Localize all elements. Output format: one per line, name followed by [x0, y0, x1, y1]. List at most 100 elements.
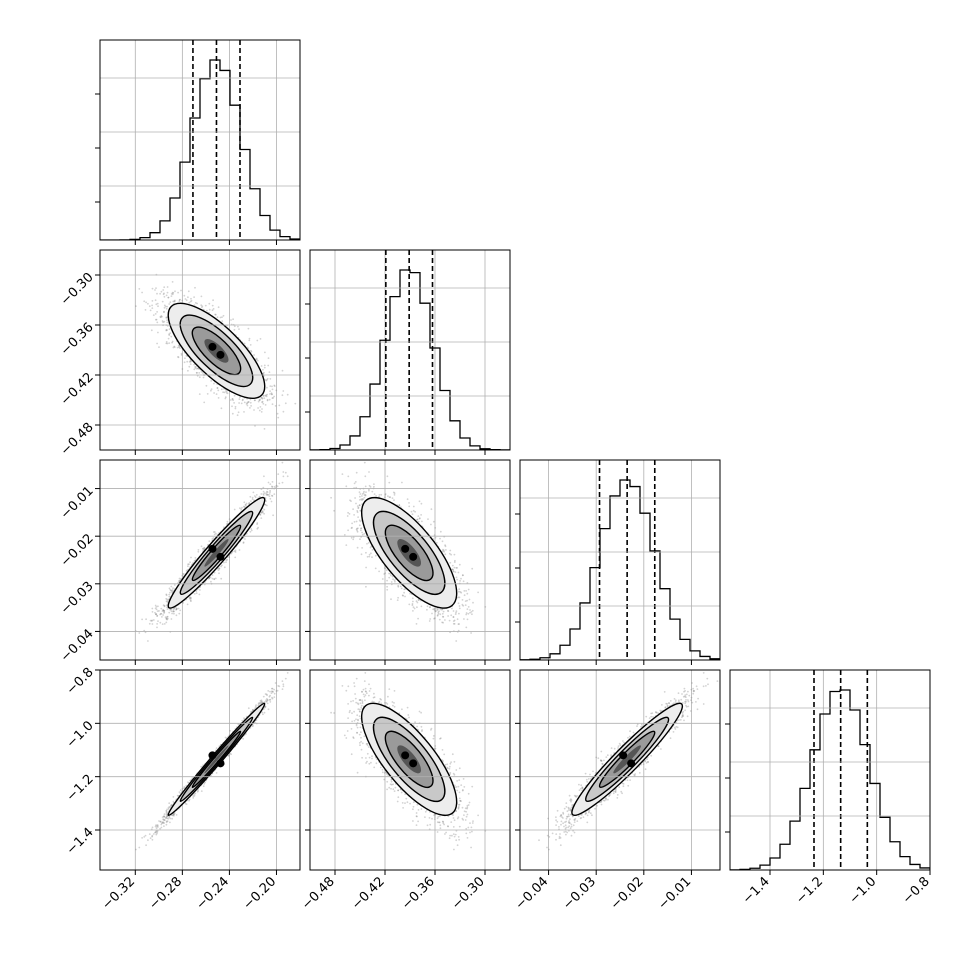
sample-point: [163, 320, 166, 323]
sample-point: [218, 572, 220, 575]
sample-point: [160, 607, 163, 610]
sample-point: [202, 547, 204, 550]
sample-point: [249, 407, 251, 409]
sample-point: [189, 561, 191, 564]
sample-point: [211, 309, 214, 312]
sample-point: [259, 513, 261, 516]
sample-point: [274, 405, 277, 407]
sample-point: [166, 286, 169, 288]
sample-point: [170, 590, 173, 592]
sample-point: [163, 306, 166, 309]
sample-point: [183, 361, 186, 364]
sample-point: [262, 372, 265, 375]
sample-point: [277, 473, 280, 475]
sample-point: [165, 617, 168, 619]
sample-point: [225, 390, 227, 393]
sample-point: [208, 308, 211, 311]
sample-point: [241, 506, 243, 509]
sample-point: [223, 526, 225, 529]
sample-point: [200, 295, 203, 298]
panel-1-1: [305, 249, 511, 455]
y-tick-label: −0.36: [58, 320, 97, 359]
sample-point: [178, 580, 181, 582]
sample-point: [282, 471, 285, 473]
sample-point: [230, 319, 232, 321]
sample-point: [294, 456, 296, 458]
sample-point: [262, 511, 264, 514]
sample-point: [195, 371, 198, 374]
sample-point: [243, 342, 246, 345]
sample-point: [213, 533, 216, 536]
sample-point: [168, 334, 171, 336]
panel-frame: [309, 249, 511, 451]
sample-point: [160, 612, 163, 615]
sample-point: [256, 339, 259, 342]
sample-point: [157, 305, 159, 308]
sample-point: [155, 287, 157, 289]
sample-point: [182, 573, 185, 575]
sample-point: [254, 496, 257, 499]
sample-point: [186, 569, 189, 571]
sample-point: [155, 613, 157, 616]
sample-point: [148, 622, 151, 625]
sample-point: [261, 397, 264, 400]
sample-point: [266, 399, 269, 402]
sample-point: [194, 286, 196, 289]
sample-point: [155, 318, 158, 321]
sample-point: [154, 313, 157, 315]
sample-point: [217, 397, 220, 399]
sample-point: [196, 367, 198, 370]
sample-point: [269, 385, 272, 387]
sample-point: [194, 367, 197, 370]
sample-point: [240, 508, 243, 511]
sample-point: [259, 398, 261, 401]
sample-point: [193, 304, 196, 306]
sample-point: [162, 614, 164, 616]
sample-point: [154, 611, 156, 614]
sample-point: [199, 589, 201, 591]
sample-point: [154, 299, 157, 302]
sample-point: [141, 291, 143, 294]
sample-point: [202, 372, 204, 374]
sample-point: [161, 623, 164, 625]
sample-point: [178, 577, 181, 580]
sample-point: [269, 393, 271, 395]
sample-point: [169, 588, 172, 591]
sample-point: [156, 614, 159, 617]
sample-point: [271, 495, 274, 497]
sample-point: [260, 397, 263, 399]
sample-point: [284, 402, 287, 405]
sample-point: [159, 292, 161, 295]
sample-point: [269, 378, 272, 380]
sample-point: [180, 577, 182, 580]
sample-point: [231, 398, 234, 400]
sample-point: [239, 507, 241, 510]
sample-point: [267, 364, 270, 367]
sample-point: [151, 607, 154, 610]
sample-point: [276, 412, 279, 415]
sample-point: [233, 394, 236, 397]
sample-point: [155, 613, 158, 615]
sample-point: [144, 309, 147, 311]
sample-point: [269, 491, 271, 493]
sample-point: [151, 300, 154, 302]
sample-point: [198, 593, 201, 596]
sample-point: [173, 610, 175, 613]
sample-point: [263, 512, 265, 515]
sample-point: [169, 332, 172, 334]
sample-point: [213, 531, 216, 533]
sample-point: [163, 286, 166, 289]
sample-point: [266, 504, 268, 507]
sample-point: [251, 498, 254, 501]
sample-point: [246, 401, 249, 404]
sample-point: [135, 305, 137, 307]
sample-point: [170, 589, 172, 592]
sample-point: [243, 401, 246, 404]
sample-point: [250, 350, 253, 353]
sample-point: [213, 578, 216, 580]
sample-point: [281, 394, 284, 397]
sample-point: [175, 608, 178, 610]
sample-point: [236, 414, 239, 417]
sample-point: [155, 303, 158, 306]
sample-point: [196, 372, 198, 374]
